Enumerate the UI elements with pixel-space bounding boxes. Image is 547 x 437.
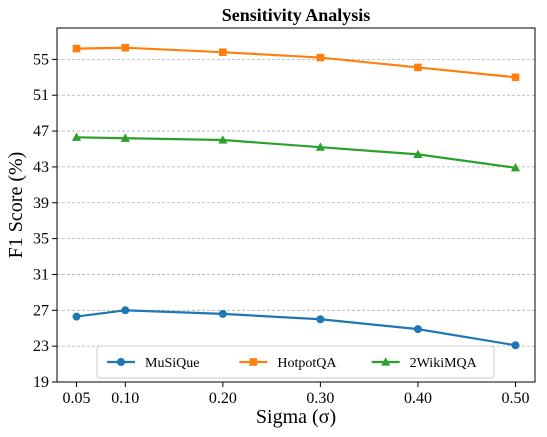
chart-title: Sensitivity Analysis [222,5,371,25]
y-tick-label: 35 [33,231,49,248]
legend-label: 2WikiMQA [410,356,478,371]
series-group [71,43,521,350]
x-tick-label: 0.50 [501,390,529,407]
y-tick-label: 43 [33,159,49,176]
axes: 19 23 27 31 35 39 43 47 51 55 0.05 0.10 0.20 0.30 0.40… [33,27,536,407]
y-tick-label: 27 [33,302,49,319]
series-musique [72,306,520,350]
series-line-musique [76,309,516,347]
y-tick-label: 31 [33,266,49,283]
legend: MuSiQue HotpotQA 2WikiMQA [96,345,495,379]
legend-label: HotpotQA [277,356,337,371]
data-point-2wikimqa [315,142,325,151]
series-line-hotpotqa [76,46,516,79]
data-point-musique [413,325,422,334]
data-point-hotpotqa [121,43,130,52]
data-point-hotpotqa [219,48,227,56]
x-tick-label: 0.20 [209,390,237,407]
series-2wikimqa [71,132,521,172]
y-tick-label: 23 [33,338,49,355]
data-point-2wikimqa [510,163,521,172]
legend-marker [381,357,391,366]
legend-marker [117,358,125,366]
data-point-hotpotqa [316,53,325,62]
data-point-musique [121,306,130,315]
data-point-2wikimqa [71,132,82,141]
plot-frame [56,27,536,383]
series-hotpotqa [72,43,520,82]
y-tick-label: 19 [33,374,49,391]
legend-entry-hotpotqa: HotpotQA [239,356,337,371]
legend-entry-2wikimqa: 2WikiMQA [371,356,478,371]
data-point-musique [511,341,520,350]
x-tick-label: 0.30 [306,390,334,407]
data-point-musique [72,312,81,321]
data-point-2wikimqa [120,133,130,142]
legend-box [96,345,495,379]
y-axis-title: F1 Score (%) [5,152,27,259]
data-point-musique [218,309,227,318]
x-axis-title: Sigma (σ) [256,406,336,428]
data-point-hotpotqa [414,63,422,72]
data-point-2wikimqa [413,149,423,158]
y-tick-label: 55 [33,51,49,68]
series-line-2wikimqa [76,136,516,169]
legend-marker [249,358,258,366]
x-tick-label: 0.40 [404,390,432,407]
grid-lines [57,58,535,347]
legend-label: MuSiQue [145,356,199,371]
data-point-hotpotqa [511,73,520,82]
legend-entry-musique: MuSiQue [107,356,199,371]
x-tick-label: 0.10 [111,390,139,407]
data-point-2wikimqa [218,135,228,144]
x-tick-label: 0.05 [63,390,91,407]
data-point-hotpotqa [72,44,81,53]
y-tick-label: 51 [33,87,49,104]
y-tick-label: 39 [33,195,49,212]
data-point-musique [316,315,325,324]
y-tick-label: 47 [33,123,49,140]
